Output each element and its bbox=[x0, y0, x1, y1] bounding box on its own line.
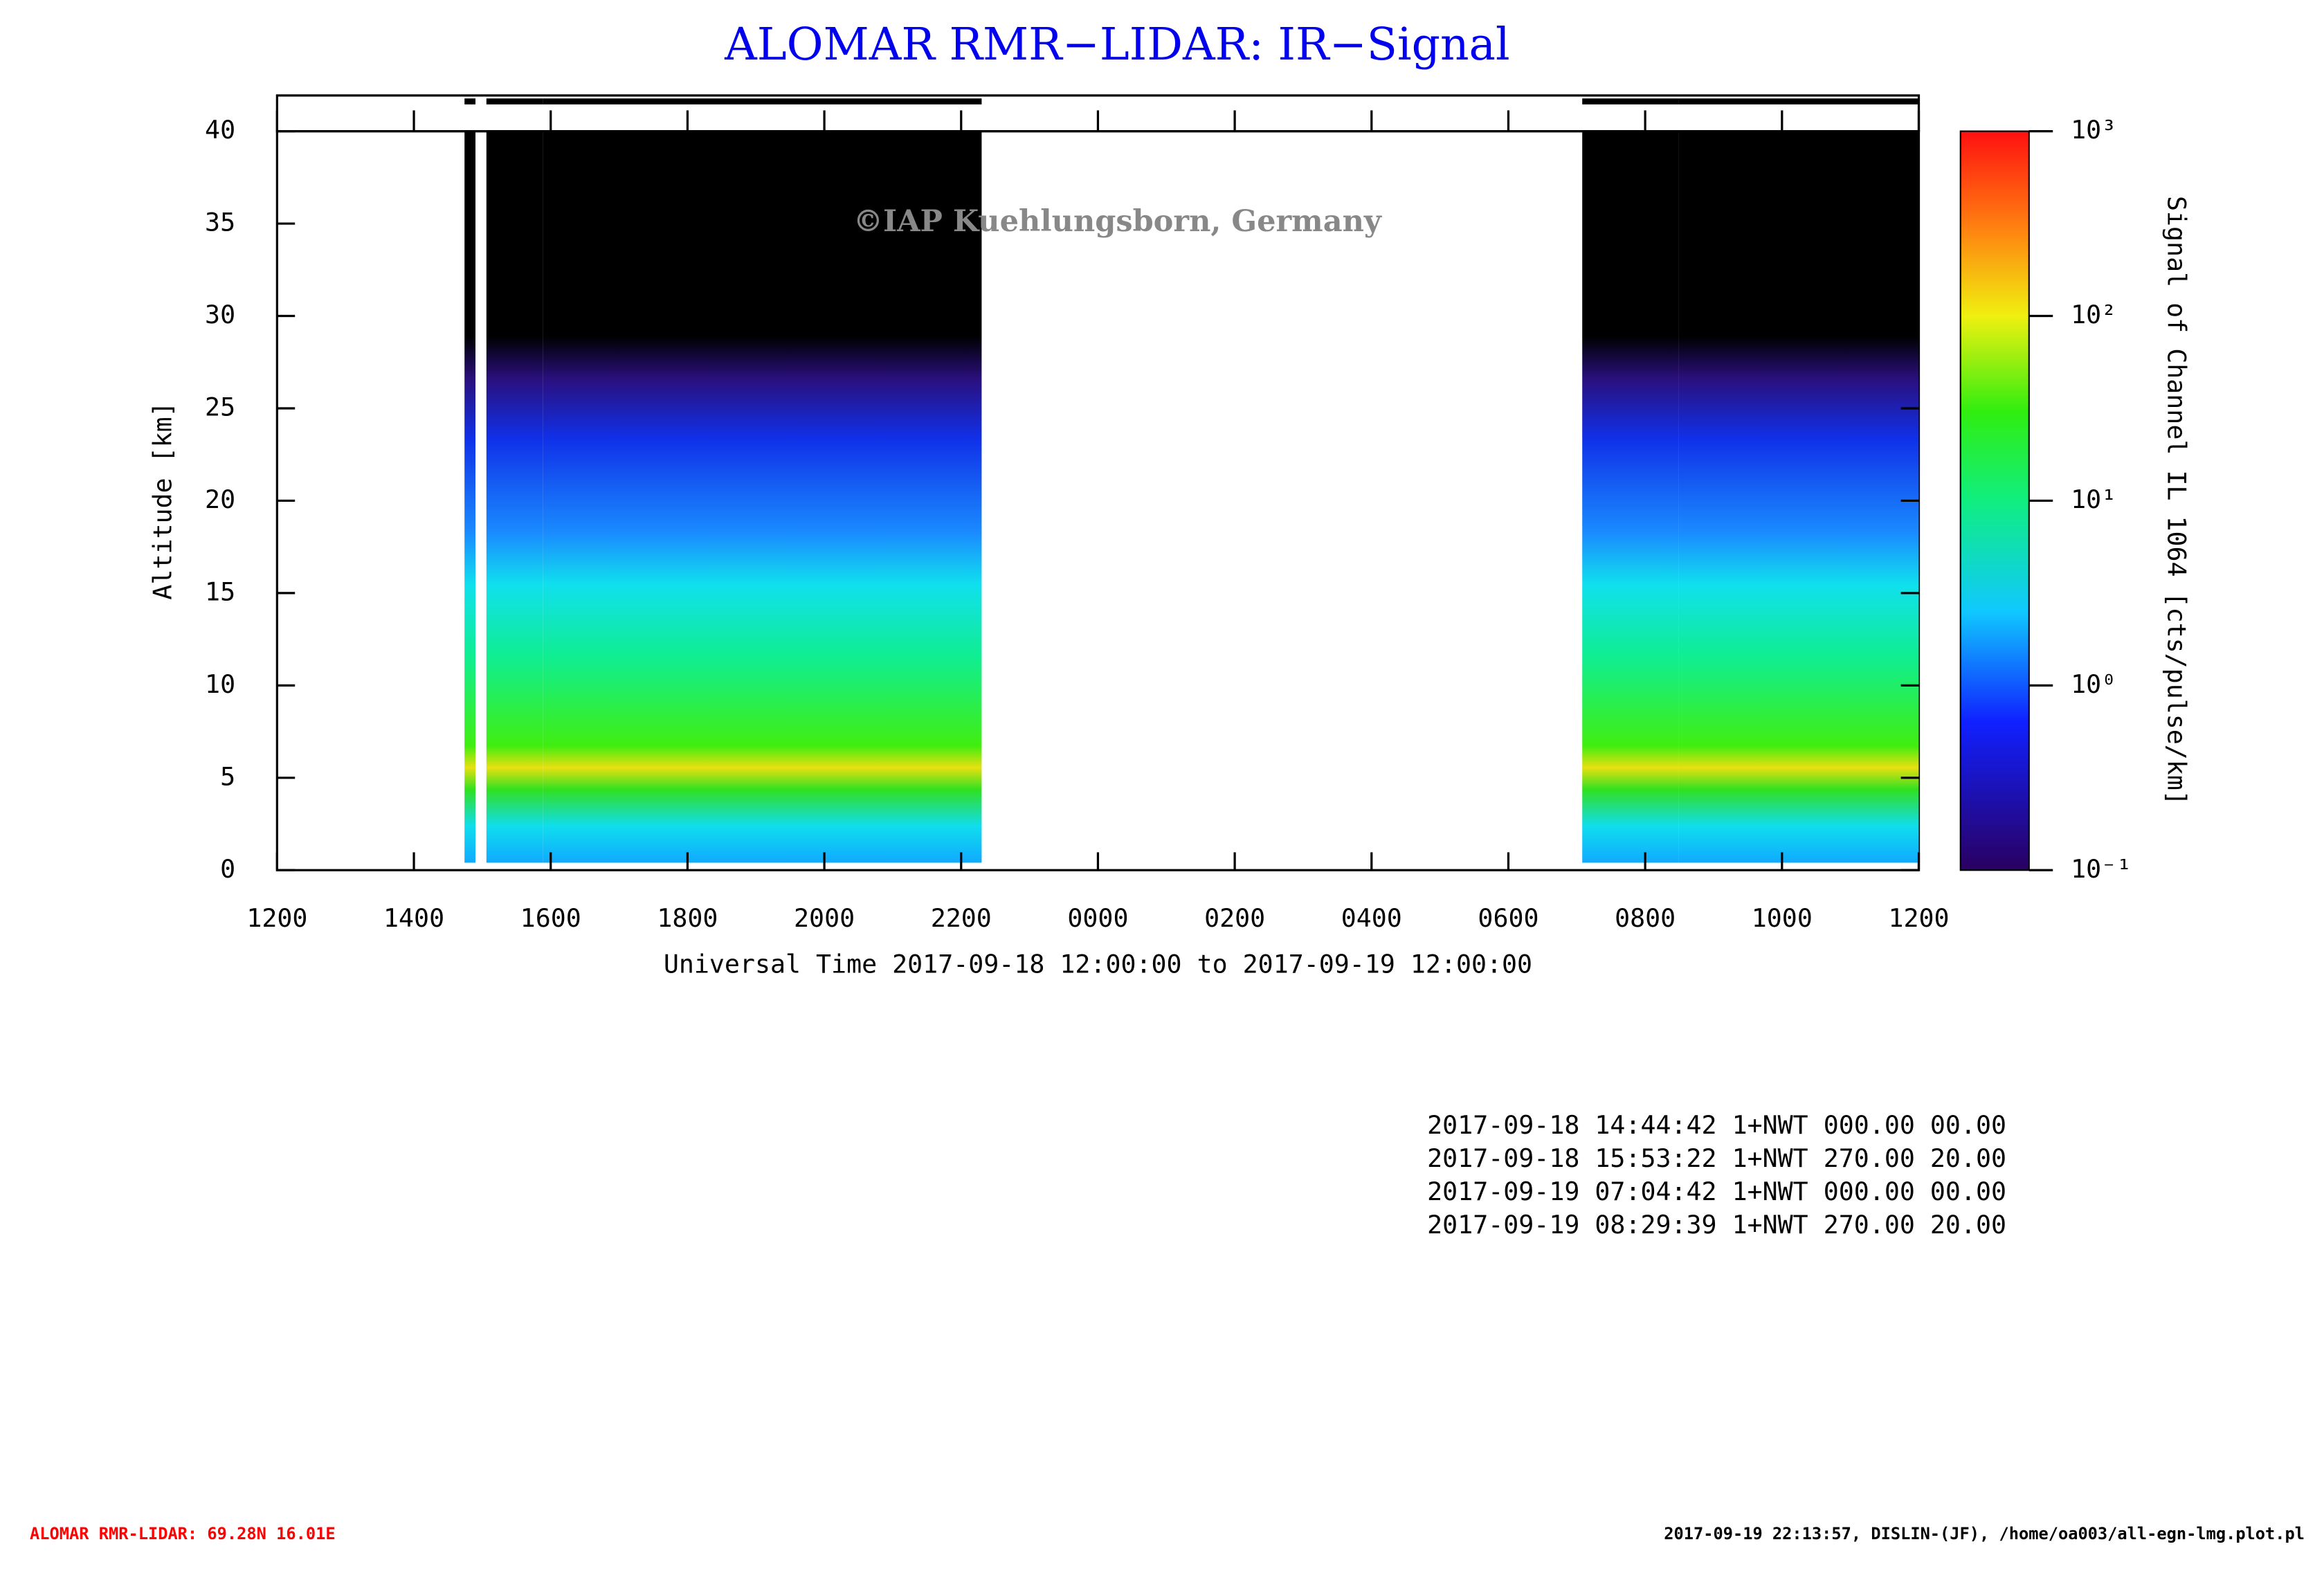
x-tick-label: 1200 bbox=[1888, 903, 1949, 933]
y-tick-label: 10 bbox=[205, 669, 235, 699]
x-tick-label: 0000 bbox=[1067, 903, 1128, 933]
on-indicator bbox=[486, 98, 543, 105]
data-segment bbox=[486, 131, 543, 863]
x-tick-label: 0400 bbox=[1341, 903, 1402, 933]
watermark: ©IAP Kuehlungsborn, Germany bbox=[853, 204, 1383, 239]
on-indicator bbox=[543, 98, 982, 105]
footer-left: ALOMAR RMR-LIDAR: 69.28N 16.01E bbox=[30, 1524, 336, 1543]
chart-title: ALOMAR RMR−LIDAR: IR−Signal bbox=[724, 19, 1510, 71]
data-segment bbox=[1678, 131, 1919, 863]
x-axis-label: Universal Time 2017-09-18 12:00:00 to 20… bbox=[664, 950, 1532, 979]
colorbar-tick-label: 10¹ bbox=[2071, 484, 2116, 514]
y-axis-label: Altitude [km] bbox=[147, 401, 177, 599]
colorbar-tick-label: 10⁻¹ bbox=[2071, 854, 2132, 884]
y-tick-label: 15 bbox=[205, 577, 235, 606]
x-tick-label: 1600 bbox=[520, 903, 581, 933]
info-line: 2017-09-18 14:44:42 1+NWT 000.00 00.00 bbox=[1427, 1110, 2006, 1140]
y-tick-label: 30 bbox=[205, 300, 235, 329]
x-tick-label: 1200 bbox=[246, 903, 307, 933]
y-tick-label: 20 bbox=[205, 484, 235, 514]
x-tick-label: 2000 bbox=[794, 903, 855, 933]
y-tick-label: 40 bbox=[205, 115, 235, 145]
x-tick-label: 0200 bbox=[1204, 903, 1265, 933]
x-tick-label: 0600 bbox=[1478, 903, 1538, 933]
info-line: 2017-09-19 07:04:42 1+NWT 000.00 00.00 bbox=[1427, 1177, 2006, 1206]
y-tick-label: 35 bbox=[205, 208, 235, 237]
info-block: 2017-09-18 14:44:42 1+NWT 000.00 00.0020… bbox=[1427, 1110, 2006, 1240]
data-segment bbox=[1582, 131, 1679, 863]
info-line: 2017-09-18 15:53:22 1+NWT 270.00 20.00 bbox=[1427, 1143, 2006, 1173]
y-tick-label: 0 bbox=[220, 854, 235, 884]
x-tick-label: 0800 bbox=[1615, 903, 1676, 933]
on-indicator bbox=[1678, 98, 1919, 105]
colorbar-tick-label: 10⁰ bbox=[2071, 669, 2116, 699]
x-tick-label: 1400 bbox=[383, 903, 444, 933]
footer-right: 2017-09-19 22:13:57, DISLIN-(JF), /home/… bbox=[1664, 1524, 2305, 1543]
x-tick-label: 2200 bbox=[931, 903, 992, 933]
x-tick-label: 1000 bbox=[1752, 903, 1813, 933]
data-segment bbox=[464, 131, 476, 863]
colorbar-tick-label: 10³ bbox=[2071, 115, 2116, 145]
y-tick-label: 5 bbox=[220, 761, 235, 791]
data-segment bbox=[543, 131, 982, 863]
info-line: 2017-09-19 08:29:39 1+NWT 270.00 20.00 bbox=[1427, 1210, 2006, 1240]
on-indicator bbox=[1582, 98, 1679, 105]
x-tick-label: 1800 bbox=[657, 903, 718, 933]
colorbar-label: Signal of Channel IL 1064 [cts/pulse/km] bbox=[2161, 196, 2191, 806]
colorbar-tick-label: 10² bbox=[2071, 300, 2116, 329]
colorbar bbox=[1960, 131, 2029, 871]
y-tick-label: 25 bbox=[205, 392, 235, 421]
on-indicator bbox=[464, 98, 476, 105]
